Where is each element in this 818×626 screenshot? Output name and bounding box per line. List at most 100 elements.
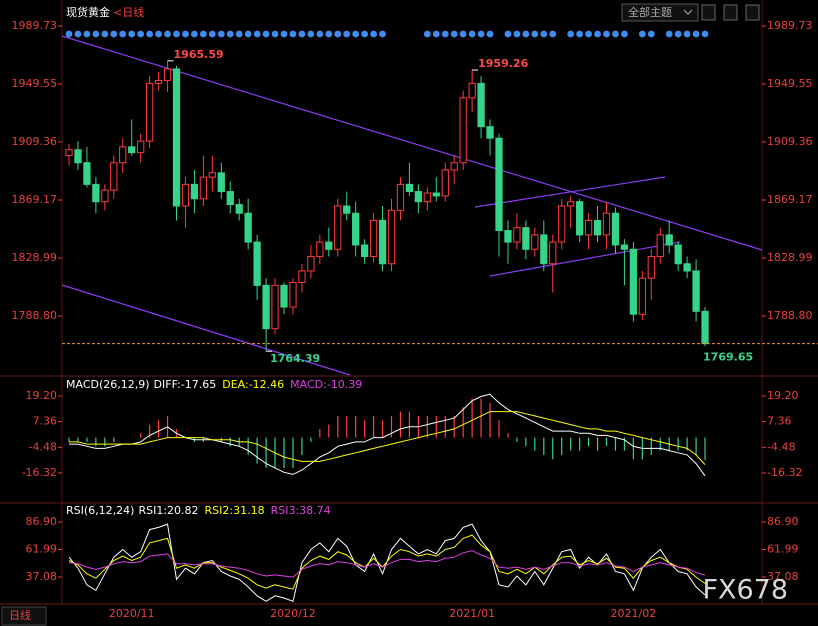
candle-body — [217, 172, 225, 193]
candle-body — [584, 219, 593, 236]
y-tick-label: 19.20 — [767, 389, 799, 402]
event-dot — [289, 30, 297, 38]
event-dot — [674, 30, 682, 38]
y-tick-label: 1788.80 — [12, 309, 58, 322]
y-tick-label: 1828.99 — [12, 251, 58, 264]
y-tick-label: 1909.36 — [12, 135, 58, 148]
candle-body — [396, 183, 405, 211]
legend-entry: RSI1:20.82 — [138, 504, 198, 517]
event-dot — [513, 30, 521, 38]
event-dot — [110, 30, 118, 38]
event-dot — [665, 30, 673, 38]
event-dot — [594, 30, 601, 38]
legend-entry: DIFF:-17.65 — [154, 378, 217, 391]
candle-body — [352, 212, 360, 246]
annotation: 1764.39 — [270, 352, 320, 365]
theme-button[interactable] — [621, 3, 699, 22]
event-dot — [164, 30, 171, 38]
y-tick-label: 1949.55 — [767, 77, 813, 90]
candle-body — [405, 183, 414, 193]
y-tick-label: 1989.73 — [767, 19, 813, 32]
x-tick-label: 2020/11 — [109, 607, 155, 620]
period-link[interactable]: <日线 — [113, 5, 144, 19]
event-dot — [334, 30, 342, 38]
trend-line — [489, 241, 681, 277]
candle-body — [343, 205, 351, 214]
close-button[interactable] — [723, 4, 738, 21]
event-dot — [262, 30, 270, 38]
event-dot — [549, 30, 557, 38]
theme-button-label: 全部主题 — [628, 5, 672, 19]
candle-body — [307, 256, 315, 272]
candle-body — [369, 219, 378, 258]
candle-body — [575, 201, 584, 236]
candle-body — [683, 263, 691, 272]
event-dot — [191, 30, 198, 38]
candle-body — [531, 234, 539, 250]
event-dot — [208, 30, 216, 38]
grid-button[interactable] — [701, 4, 716, 21]
candle-body — [244, 212, 252, 243]
annotation: 1965.59 — [174, 48, 224, 61]
watermark: FX678 — [702, 575, 788, 606]
candle-body — [665, 234, 673, 246]
panel-title: RSI(6,12,24) — [66, 504, 134, 517]
event-dot — [576, 30, 584, 38]
candle-body — [271, 284, 279, 330]
event-dot — [253, 30, 261, 38]
candle-body — [137, 140, 145, 154]
event-dot — [101, 30, 109, 38]
y-tick-label: 37.08 — [26, 570, 58, 583]
candle-body — [692, 270, 700, 312]
event-dot — [137, 30, 145, 38]
event-dot — [459, 30, 467, 38]
event-dot — [370, 30, 377, 38]
candle-body — [647, 256, 655, 279]
event-dot — [92, 30, 100, 38]
candle-body — [558, 205, 566, 243]
candle-body — [190, 183, 199, 200]
event-dot — [701, 30, 709, 38]
y-tick-label: 1869.17 — [767, 193, 813, 206]
series-line — [68, 534, 706, 590]
candle-body — [262, 284, 270, 330]
period-button[interactable] — [1, 606, 47, 626]
candle-body — [468, 82, 476, 99]
annotation: 1769.65 — [703, 351, 753, 364]
candle-body — [110, 162, 118, 191]
candle-body — [387, 209, 396, 265]
event-dot — [585, 30, 592, 38]
series-line — [69, 411, 706, 465]
candle-body — [101, 189, 109, 203]
event-dot — [217, 30, 225, 38]
y-tick-label: 1828.99 — [767, 251, 813, 264]
event-dot — [65, 30, 73, 38]
event-dot — [235, 30, 243, 38]
x-tick-label: 2021/02 — [611, 607, 657, 620]
event-dot — [343, 30, 351, 38]
settings-button[interactable] — [745, 4, 760, 21]
candle-body — [83, 162, 91, 185]
event-dot — [173, 30, 180, 38]
candle-body — [235, 204, 243, 214]
y-tick-label: 1909.36 — [767, 135, 813, 148]
candle-body — [154, 79, 163, 84]
candle-body — [199, 176, 208, 200]
event-dot — [468, 30, 476, 38]
event-dot — [280, 30, 288, 38]
candle-body — [378, 219, 387, 265]
y-tick-label: 37.08 — [767, 570, 799, 583]
x-tick-label: 2021/01 — [449, 607, 495, 620]
event-dot — [298, 30, 306, 38]
candle-body — [656, 234, 664, 258]
event-dot — [522, 30, 530, 38]
series-line — [69, 393, 706, 477]
event-dot — [316, 30, 324, 38]
candle-body — [128, 146, 136, 154]
candle-body — [638, 277, 646, 315]
candle-body — [701, 310, 709, 345]
x-tick-label: 2020/12 — [270, 607, 316, 620]
candle-body — [450, 162, 458, 171]
chart-title: 现货黄金 — [66, 5, 110, 19]
event-dot — [441, 30, 449, 38]
